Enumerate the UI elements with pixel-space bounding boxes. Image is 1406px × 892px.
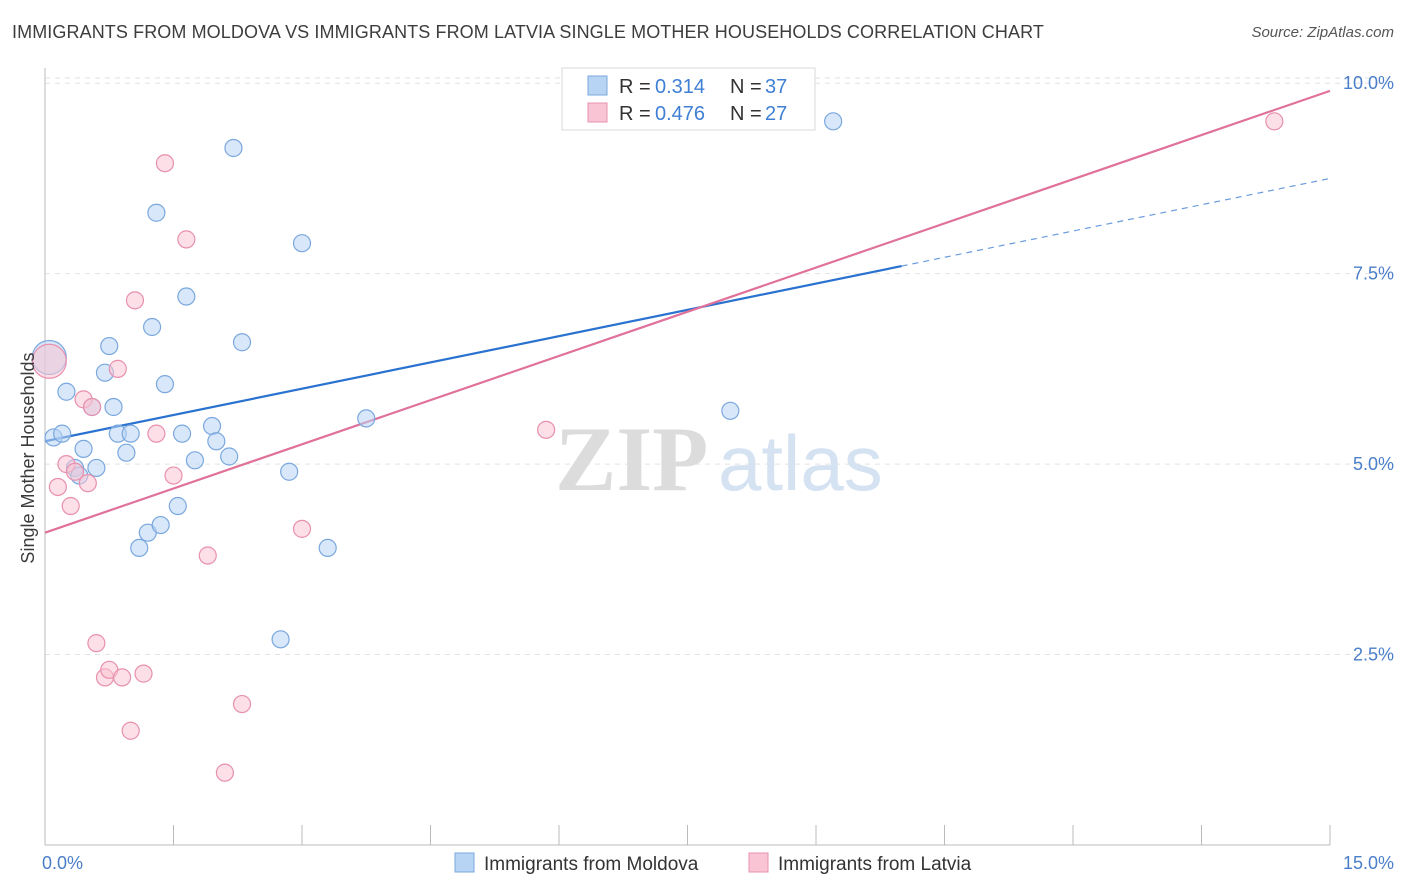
point-latvia-20 bbox=[198, 546, 217, 565]
point-moldova-3 bbox=[57, 382, 76, 401]
y-tick-label-1: 5.0% bbox=[1353, 454, 1394, 474]
point-moldova-19 bbox=[151, 515, 170, 535]
point-latvia-0 bbox=[31, 343, 67, 379]
point-moldova-27 bbox=[220, 447, 239, 466]
bottom-legend-latvia-label: Immigrants from Latvia bbox=[778, 854, 972, 875]
watermark-atlas: atlas bbox=[718, 419, 883, 507]
grid-lines bbox=[45, 77, 1392, 656]
point-moldova-22 bbox=[172, 424, 192, 443]
point-latvia-7 bbox=[83, 397, 102, 417]
trend-lines bbox=[44, 89, 1331, 534]
bottom-legend-swatch-moldova bbox=[454, 852, 475, 873]
point-moldova-8 bbox=[87, 458, 106, 478]
point-moldova-33 bbox=[318, 538, 337, 558]
point-latvia-3 bbox=[61, 496, 80, 516]
y-tick-label-3: 10.0% bbox=[1343, 73, 1394, 93]
legend-swatch-latvia bbox=[587, 102, 608, 123]
bottom-legend-moldova-label: Immigrants from Moldova bbox=[484, 854, 699, 875]
x-ticks bbox=[173, 825, 1331, 845]
watermark: ZIP atlas bbox=[555, 408, 883, 510]
point-latvia-4 bbox=[65, 462, 85, 481]
point-moldova-32 bbox=[292, 234, 312, 253]
legend-swatch-moldova bbox=[587, 75, 608, 96]
point-moldova-23 bbox=[177, 287, 196, 306]
point-latvia-8 bbox=[87, 634, 106, 653]
legend-moldova-n-value: 37 bbox=[765, 76, 787, 98]
point-moldova-34 bbox=[357, 409, 376, 428]
top-legend: R = 0.314 N = 37 R = 0.476 N = 27 bbox=[561, 67, 816, 131]
bottom-legend-swatch-latvia bbox=[748, 852, 769, 873]
source-label: Source: ZipAtlas.com bbox=[1251, 24, 1394, 41]
y-tick-label-0: 2.5% bbox=[1353, 645, 1394, 665]
legend-latvia-n-label: N = bbox=[730, 103, 762, 125]
data-points bbox=[31, 112, 1284, 782]
point-latvia-1 bbox=[48, 477, 67, 497]
point-moldova-14 bbox=[121, 424, 140, 443]
point-latvia-17 bbox=[155, 154, 175, 173]
point-moldova-9 bbox=[100, 336, 119, 356]
point-moldova-13 bbox=[117, 443, 136, 462]
bottom-legend: Immigrants from Moldova Immigrants from … bbox=[454, 852, 972, 875]
point-moldova-11 bbox=[104, 397, 123, 417]
point-latvia-11 bbox=[108, 359, 127, 378]
point-latvia-24 bbox=[537, 420, 556, 439]
point-moldova-35 bbox=[721, 401, 740, 420]
point-moldova-25 bbox=[202, 416, 222, 436]
trend-line-moldova bbox=[44, 264, 902, 443]
point-moldova-6 bbox=[74, 439, 93, 458]
point-moldova-15 bbox=[130, 538, 149, 558]
legend-moldova-r-value: 0.314 bbox=[655, 76, 705, 98]
y-tick-label-2: 7.5% bbox=[1353, 264, 1394, 284]
legend-latvia-r-label: R = bbox=[619, 103, 651, 125]
trend-line-latvia bbox=[44, 89, 1331, 534]
legend-latvia-r-value: 0.476 bbox=[655, 103, 705, 125]
point-moldova-20 bbox=[155, 375, 175, 394]
point-moldova-24 bbox=[185, 451, 205, 470]
point-latvia-25 bbox=[1265, 112, 1284, 131]
point-latvia-19 bbox=[177, 230, 196, 249]
point-latvia-6 bbox=[78, 474, 97, 493]
point-moldova-17 bbox=[142, 317, 162, 337]
point-moldova-2 bbox=[53, 424, 72, 443]
point-moldova-31 bbox=[280, 462, 299, 481]
legend-moldova-r-label: R = bbox=[619, 76, 651, 98]
point-moldova-28 bbox=[224, 138, 243, 158]
point-latvia-18 bbox=[164, 466, 183, 485]
point-latvia-23 bbox=[292, 519, 312, 538]
y-tick-labels: 2.5% 5.0% 7.5% 10.0% bbox=[1343, 73, 1394, 664]
watermark-zip: ZIP bbox=[555, 408, 708, 510]
point-latvia-14 bbox=[125, 291, 145, 310]
point-moldova-29 bbox=[232, 333, 252, 352]
legend-latvia-n-value: 27 bbox=[765, 103, 787, 125]
point-latvia-22 bbox=[232, 694, 252, 714]
point-moldova-21 bbox=[168, 496, 187, 516]
point-latvia-13 bbox=[121, 721, 140, 740]
point-moldova-18 bbox=[147, 203, 166, 222]
point-latvia-16 bbox=[147, 424, 166, 443]
chart-title: IMMIGRANTS FROM MOLDOVA VS IMMIGRANTS FR… bbox=[12, 22, 1044, 42]
point-latvia-12 bbox=[112, 668, 132, 687]
y-axis-title: Single Mother Households bbox=[18, 352, 38, 563]
point-latvia-15 bbox=[134, 664, 153, 683]
point-latvia-21 bbox=[215, 763, 234, 782]
trend-line-moldova-extension bbox=[901, 177, 1331, 267]
legend-moldova-n-label: N = bbox=[730, 76, 762, 98]
x-tick-label-min: 0.0% bbox=[42, 853, 83, 873]
point-moldova-26 bbox=[207, 432, 226, 451]
point-moldova-36 bbox=[824, 112, 843, 131]
point-moldova-30 bbox=[271, 630, 290, 649]
x-tick-label-max: 15.0% bbox=[1343, 853, 1394, 873]
